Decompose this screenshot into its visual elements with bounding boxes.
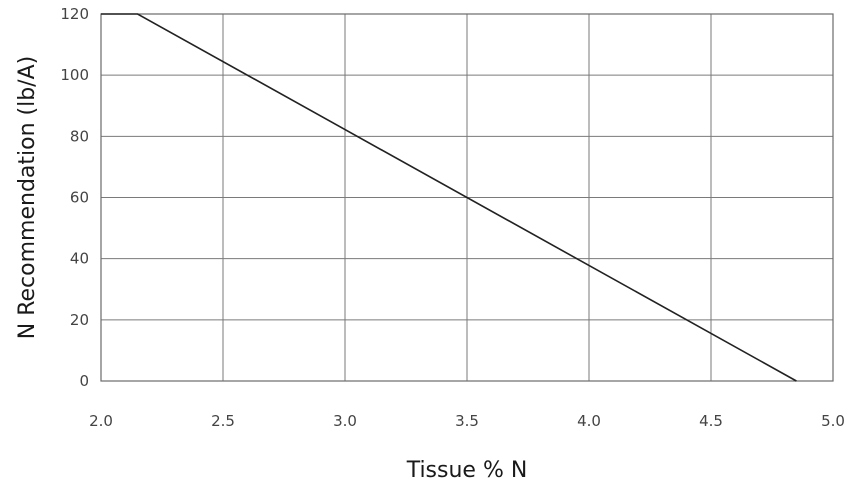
x-tick-label: 3.0 bbox=[333, 412, 357, 430]
series-line bbox=[101, 13, 797, 382]
y-axis-ticks: 0 20 40 60 80 100 120 bbox=[60, 5, 89, 390]
x-tick-label: 3.5 bbox=[455, 412, 479, 430]
series-layer bbox=[101, 13, 797, 382]
x-tick-label: 2.0 bbox=[89, 412, 113, 430]
x-tick-label: 5.0 bbox=[821, 412, 845, 430]
x-tick-label: 2.5 bbox=[211, 412, 235, 430]
y-axis-title: N Recommendation (lb/A) bbox=[15, 56, 40, 339]
x-axis-title: Tissue % N bbox=[406, 458, 528, 483]
x-tick-label: 4.0 bbox=[577, 412, 601, 430]
grid bbox=[101, 14, 833, 381]
y-tick-label: 20 bbox=[70, 311, 89, 329]
y-tick-label: 40 bbox=[70, 250, 89, 268]
x-axis-ticks: 2.0 2.5 3.0 3.5 4.0 4.5 5.0 bbox=[89, 412, 845, 430]
y-tick-label: 120 bbox=[60, 5, 89, 23]
x-tick-label: 4.5 bbox=[699, 412, 723, 430]
y-tick-label: 60 bbox=[70, 189, 89, 207]
y-tick-label: 80 bbox=[70, 127, 89, 145]
y-tick-label: 100 bbox=[60, 66, 89, 84]
plot-frame bbox=[100, 13, 834, 382]
y-tick-label: 0 bbox=[79, 372, 89, 390]
